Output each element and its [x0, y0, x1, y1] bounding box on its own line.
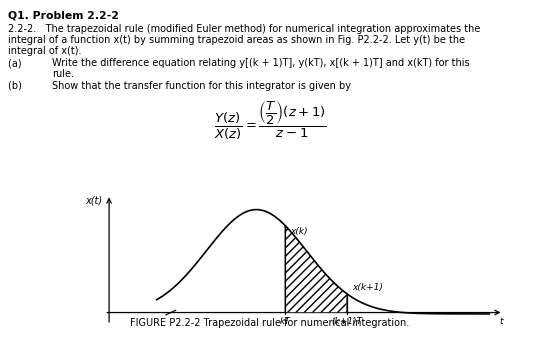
Text: (k+1)T: (k+1)T	[331, 317, 362, 327]
Text: Show that the transfer function for this integrator is given by: Show that the transfer function for this…	[52, 81, 351, 91]
Text: x(k+1): x(k+1)	[353, 283, 383, 292]
Text: kT: kT	[280, 317, 291, 327]
Text: Q1. Problem 2.2-2: Q1. Problem 2.2-2	[8, 10, 119, 20]
Text: rule.: rule.	[52, 69, 74, 79]
Text: x(t): x(t)	[85, 196, 102, 206]
Text: Write the difference equation relating y[(k + 1)T], y(kT), x[(k + 1)T] and x(kT): Write the difference equation relating y…	[52, 58, 470, 68]
Text: (a): (a)	[8, 58, 34, 68]
Text: integral of x(t).: integral of x(t).	[8, 46, 82, 56]
Text: integral of a function x(t) by summing trapezoid areas as shown in Fig. P2.2-2. : integral of a function x(t) by summing t…	[8, 35, 465, 45]
Text: 2.2-2.   The trapezoidal rule (modified Euler method) for numerical integration : 2.2-2. The trapezoidal rule (modified Eu…	[8, 24, 481, 34]
Text: x(k): x(k)	[291, 227, 308, 236]
Text: t: t	[500, 317, 503, 327]
Text: $\dfrac{Y(z)}{X(z)} = \dfrac{\left(\dfrac{T}{2}\right)(z+1)}{z-1}$: $\dfrac{Y(z)}{X(z)} = \dfrac{\left(\dfra…	[214, 100, 326, 142]
Text: (b): (b)	[8, 81, 35, 91]
Text: FIGURE P2.2-2 Trapezoidal rule for numerical integration.: FIGURE P2.2-2 Trapezoidal rule for numer…	[130, 318, 410, 328]
